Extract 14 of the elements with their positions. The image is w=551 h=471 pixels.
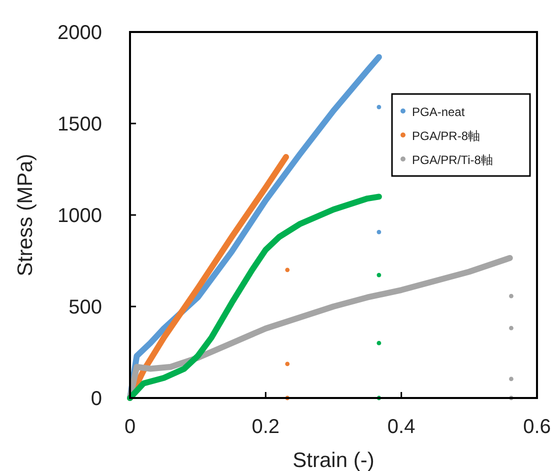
x-tick-label: 0.4	[387, 416, 416, 438]
y-tick-label: 2000	[58, 22, 102, 44]
legend-label: PGA/PR/Ti-8軸	[412, 153, 493, 167]
y-tick-label: 1000	[58, 205, 102, 227]
x-axis-title: Strain (-)	[292, 449, 374, 471]
legend-label: PGA/PR-8軸	[412, 129, 480, 143]
x-tick-label: 0.6	[523, 416, 551, 438]
y-axis-title: Stress (MPa)	[14, 154, 37, 276]
y-tick-label: 0	[90, 388, 102, 410]
y-tick-label: 500	[68, 296, 102, 318]
x-tick-label: 0.2	[252, 416, 280, 438]
x-tick-label: 0	[124, 416, 136, 438]
legend-label: PGA-neat	[412, 105, 466, 119]
y-tick-label: 1500	[58, 114, 102, 136]
